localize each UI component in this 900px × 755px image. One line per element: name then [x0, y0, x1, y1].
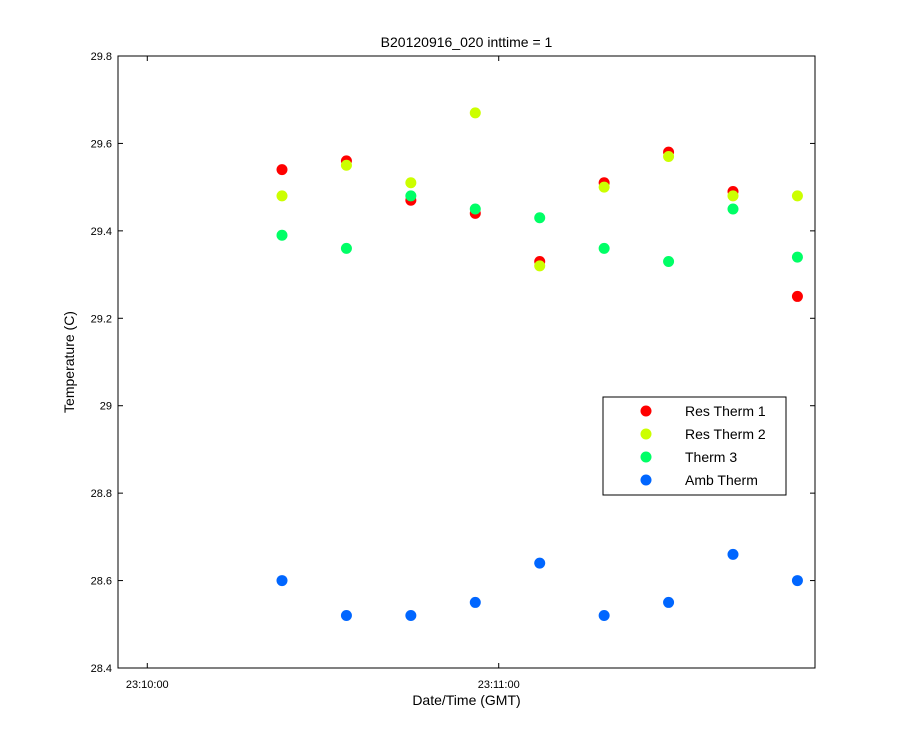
legend-marker — [640, 451, 652, 463]
data-point — [598, 181, 610, 193]
data-point — [405, 177, 417, 189]
data-points — [276, 107, 803, 622]
legend-marker — [640, 405, 652, 417]
data-point — [469, 596, 481, 608]
axes: 28.4 28.6 28.8 29 29.2 29.4 29.6 29.8 23:10:00 23… — [91, 51, 816, 691]
data-point — [791, 251, 803, 263]
legend-box — [602, 396, 787, 496]
data-point — [663, 151, 675, 163]
data-point — [663, 255, 675, 267]
series-res-therm-2 — [276, 107, 803, 272]
data-point — [534, 557, 546, 569]
chart-title: B20120916_020 inttime = 1 — [381, 34, 553, 50]
legend-label: Res Therm 2 — [685, 426, 766, 442]
data-point — [276, 190, 288, 202]
data-point — [663, 596, 675, 608]
data-point — [791, 290, 803, 302]
y-tick-label: 29.2 — [91, 313, 112, 325]
plot-area-frame — [117, 55, 816, 669]
legend-marker — [640, 428, 652, 440]
data-point — [791, 190, 803, 202]
data-point — [340, 242, 352, 254]
data-point — [534, 212, 546, 224]
data-point — [469, 203, 481, 215]
x-axis-title: Date/Time (GMT) — [412, 692, 520, 708]
data-point — [598, 242, 610, 254]
x-tick-label: 23:10:00 — [126, 679, 169, 691]
data-point — [276, 164, 288, 176]
y-tick-label: 29 — [100, 401, 112, 413]
data-point — [598, 610, 610, 622]
data-point — [405, 610, 417, 622]
series-amb-therm — [276, 548, 803, 622]
data-point — [469, 107, 481, 119]
data-point — [276, 229, 288, 241]
data-point — [276, 575, 288, 587]
y-tick-label: 28.4 — [91, 663, 112, 675]
data-point — [340, 610, 352, 622]
data-point — [727, 190, 739, 202]
y-tick-label: 29.6 — [91, 138, 112, 150]
legend: Res Therm 1 Res Therm 2 Therm 3 Amb Therm — [602, 396, 787, 496]
legend-label: Res Therm 1 — [685, 403, 766, 419]
data-point — [340, 159, 352, 171]
legend-label: Therm 3 — [685, 449, 737, 465]
y-tick-label: 28.6 — [91, 576, 112, 588]
data-point — [727, 548, 739, 560]
data-point — [791, 575, 803, 587]
data-point — [405, 190, 417, 202]
y-tick-label: 29.4 — [91, 226, 112, 238]
legend-marker — [640, 474, 652, 486]
x-tick-label: 23:11:00 — [478, 679, 520, 691]
data-point — [727, 203, 739, 215]
data-point — [534, 260, 546, 272]
legend-label: Amb Therm — [685, 472, 758, 488]
y-tick-label: 28.8 — [91, 488, 112, 500]
y-tick-label: 29.8 — [91, 51, 112, 63]
y-axis-title: Temperature (C) — [61, 311, 77, 413]
series-therm-3 — [276, 190, 803, 267]
